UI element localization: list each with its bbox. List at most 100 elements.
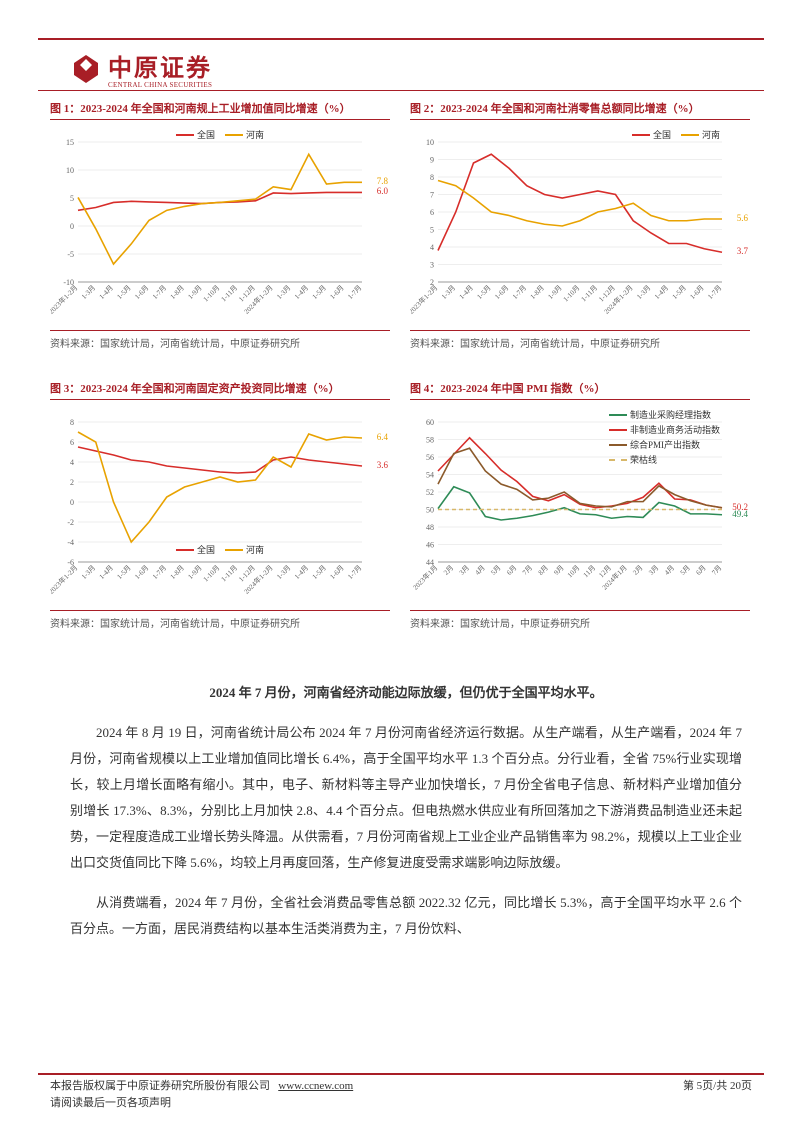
svg-text:2月: 2月 — [442, 564, 455, 577]
svg-text:1-6月: 1-6月 — [688, 284, 705, 301]
footer-copyright: 本报告版权属于中原证券研究所股份有限公司 www.ccnew.com — [50, 1078, 353, 1096]
svg-text:60: 60 — [426, 418, 434, 427]
svg-text:50: 50 — [426, 506, 434, 515]
svg-text:11月: 11月 — [582, 564, 597, 579]
svg-text:1-5月: 1-5月 — [115, 284, 132, 301]
svg-text:-5: -5 — [67, 250, 74, 259]
footer-disclaimer: 请阅读最后一页各项声明 — [50, 1095, 171, 1113]
svg-text:1-6月: 1-6月 — [493, 284, 510, 301]
svg-text:1-3月: 1-3月 — [80, 564, 97, 581]
svg-text:1-6月: 1-6月 — [328, 564, 345, 581]
chart-3-plot: -6-4-2024682023年1-2月1-3月1-4月1-5月1-6月1-7月… — [50, 404, 390, 604]
svg-text:3月: 3月 — [647, 564, 660, 577]
svg-text:1-5月: 1-5月 — [475, 284, 492, 301]
svg-text:1-3月: 1-3月 — [80, 284, 97, 301]
chart-3-title: 图 3：2023-2024 年全国和河南固定资产投资同比增速（%） — [50, 380, 390, 400]
svg-text:1-5月: 1-5月 — [311, 284, 328, 301]
svg-text:1-5月: 1-5月 — [311, 564, 328, 581]
svg-text:52: 52 — [426, 488, 434, 497]
svg-text:54: 54 — [426, 471, 434, 480]
svg-text:1-7月: 1-7月 — [511, 284, 528, 301]
svg-text:7月: 7月 — [521, 564, 534, 577]
svg-text:1-4月: 1-4月 — [98, 284, 115, 301]
svg-text:4月: 4月 — [474, 564, 487, 577]
svg-text:10: 10 — [426, 138, 434, 147]
svg-text:0: 0 — [70, 498, 74, 507]
svg-text:15: 15 — [66, 138, 74, 147]
svg-text:5月: 5月 — [679, 564, 692, 577]
svg-text:1-7月: 1-7月 — [346, 564, 363, 581]
svg-text:48: 48 — [426, 523, 434, 532]
body-text: 2024 年 7 月份，河南省经济动能边际放缓，但仍优于全国平均水平。 2024… — [70, 680, 742, 956]
svg-text:3: 3 — [430, 261, 434, 270]
svg-text:1-10月: 1-10月 — [202, 564, 222, 584]
chart-2-title: 图 2：2023-2024 年全国和河南社消零售总额同比增速（%） — [410, 100, 750, 120]
chart-4-title: 图 4：2023-2024 年中国 PMI 指数（%） — [410, 380, 750, 400]
footer-page: 第 5页/共 20页 — [683, 1078, 752, 1096]
svg-text:7月: 7月 — [710, 564, 723, 577]
svg-text:1-7月: 1-7月 — [706, 284, 723, 301]
svg-text:1-4月: 1-4月 — [653, 284, 670, 301]
svg-text:4月: 4月 — [663, 564, 676, 577]
svg-text:-4: -4 — [67, 538, 74, 547]
chart-4-source: 资料来源：国家统计局，中原证券研究所 — [410, 610, 750, 630]
body-lead: 2024 年 7 月份，河南省经济动能边际放缓，但仍优于全国平均水平。 — [70, 680, 742, 706]
svg-text:1-11月: 1-11月 — [220, 564, 240, 584]
svg-text:9: 9 — [430, 156, 434, 165]
svg-text:0: 0 — [70, 222, 74, 231]
svg-text:2: 2 — [70, 478, 74, 487]
svg-text:6: 6 — [70, 438, 74, 447]
svg-text:1-5月: 1-5月 — [115, 564, 132, 581]
chart-4: 图 4：2023-2024 年中国 PMI 指数（%） 444648505254… — [410, 380, 750, 630]
svg-text:1-10月: 1-10月 — [562, 284, 582, 304]
svg-text:1-8月: 1-8月 — [169, 564, 186, 581]
svg-text:1-6月: 1-6月 — [133, 284, 150, 301]
svg-text:1-10月: 1-10月 — [202, 284, 222, 304]
svg-text:1-3月: 1-3月 — [440, 284, 457, 301]
svg-text:2023年1月: 2023年1月 — [411, 563, 440, 592]
body-p1: 2024 年 8 月 19 日，河南省统计局公布 2024 年 7 月份河南省经… — [70, 720, 742, 876]
svg-text:1-5月: 1-5月 — [671, 284, 688, 301]
brand-logo: 中原证券 CENTRAL CHINA SECURITIES — [68, 48, 212, 89]
svg-text:6: 6 — [430, 208, 434, 217]
svg-text:5: 5 — [430, 226, 434, 235]
body-p2: 从消费端看，2024 年 7 月份，全省社会消费品零售总额 2022.32 亿元… — [70, 890, 742, 942]
svg-text:1-4月: 1-4月 — [293, 284, 310, 301]
chart-4-plot: 4446485052545658602023年1月2月3月4月5月6月7月8月9… — [410, 404, 750, 604]
svg-text:1-7月: 1-7月 — [151, 284, 168, 301]
svg-text:1-6月: 1-6月 — [133, 564, 150, 581]
chart-1-title: 图 1：2023-2024 年全国和河南规上工业增加值同比增速（%） — [50, 100, 390, 120]
svg-text:9月: 9月 — [553, 564, 566, 577]
svg-text:1-3月: 1-3月 — [635, 284, 652, 301]
svg-text:8: 8 — [70, 418, 74, 427]
chart-2-source: 资料来源：国家统计局，河南省统计局，中原证券研究所 — [410, 330, 750, 350]
footer-url: www.ccnew.com — [278, 1080, 353, 1092]
svg-text:1-4月: 1-4月 — [293, 564, 310, 581]
svg-text:2023年1-2月: 2023年1-2月 — [410, 283, 439, 316]
chart-2-plot: 23456789102023年1-2月1-3月1-4月1-5月1-6月1-7月1… — [410, 124, 750, 324]
chart-1-source: 资料来源：国家统计局，河南省统计局，中原证券研究所 — [50, 330, 390, 350]
svg-text:1-7月: 1-7月 — [346, 284, 363, 301]
footer: 本报告版权属于中原证券研究所股份有限公司 www.ccnew.com 第 5页/… — [50, 1078, 752, 1113]
svg-text:1-3月: 1-3月 — [275, 564, 292, 581]
logo-text-cn: 中原证券 — [108, 48, 212, 83]
svg-text:1-4月: 1-4月 — [458, 284, 475, 301]
svg-text:1-11月: 1-11月 — [220, 284, 240, 304]
charts-grid: 图 1：2023-2024 年全国和河南规上工业增加值同比增速（%） -10-5… — [50, 100, 752, 630]
svg-text:4: 4 — [70, 458, 74, 467]
svg-text:46: 46 — [426, 541, 434, 550]
svg-text:56: 56 — [426, 453, 434, 462]
svg-text:1-6月: 1-6月 — [328, 284, 345, 301]
svg-text:5: 5 — [70, 194, 74, 203]
chart-1: 图 1：2023-2024 年全国和河南规上工业增加值同比增速（%） -10-5… — [50, 100, 390, 350]
svg-text:10月: 10月 — [566, 564, 582, 580]
chart-2: 图 2：2023-2024 年全国和河南社消零售总额同比增速（%） 234567… — [410, 100, 750, 350]
chart-1-plot: -10-50510152023年1-2月1-3月1-4月1-5月1-6月1-7月… — [50, 124, 390, 324]
svg-text:1-11月: 1-11月 — [580, 284, 600, 304]
svg-text:-2: -2 — [67, 518, 74, 527]
chart-3-source: 资料来源：国家统计局，河南省统计局，中原证券研究所 — [50, 610, 390, 630]
svg-text:10: 10 — [66, 166, 74, 175]
chart-3: 图 3：2023-2024 年全国和河南固定资产投资同比增速（%） -6-4-2… — [50, 380, 390, 630]
svg-text:1-8月: 1-8月 — [529, 284, 546, 301]
svg-text:1-4月: 1-4月 — [98, 564, 115, 581]
